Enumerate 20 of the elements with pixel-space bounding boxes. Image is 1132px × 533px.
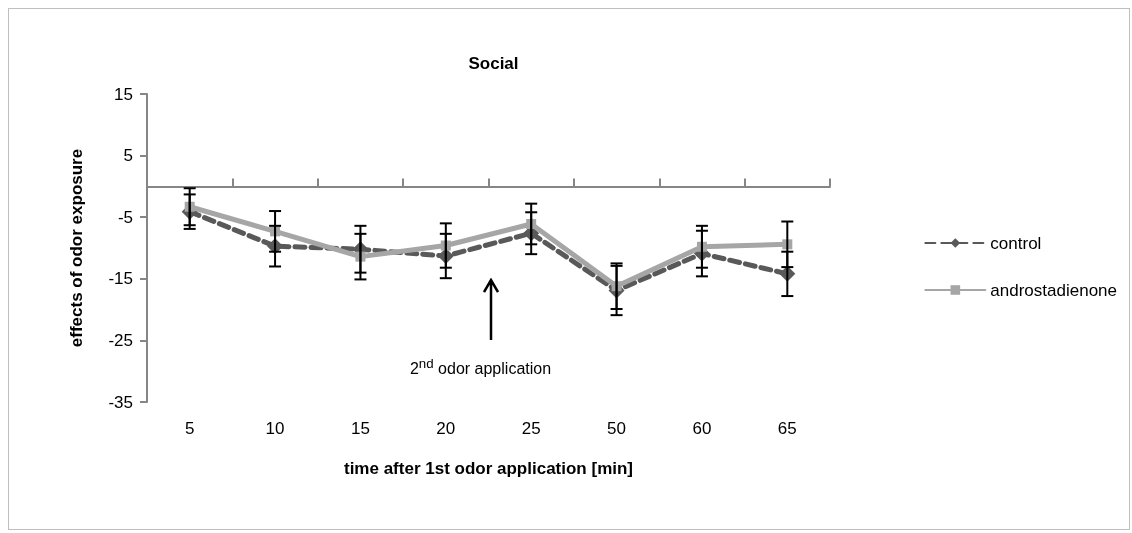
y-tick-label: 5 [123,146,133,166]
legend-label: androstadienone [990,280,1118,300]
x-tick-label: 50 [607,419,627,438]
y-tick-label: -25 [108,330,133,350]
x-axis-title: time after 1st odor application [min] [343,459,634,478]
y-axis-title: effects of odor exposure [67,148,86,348]
y-tick-label: -5 [117,207,133,227]
chart-title: Social [468,54,519,73]
x-tick-label: 10 [265,419,285,438]
x-tick-label: 60 [692,419,712,438]
y-tick-label: 15 [114,84,133,104]
y-tick-label: -35 [108,392,133,412]
x-tick-label: 15 [350,419,370,438]
annotation: 2$^{nd}$ odor application [409,355,552,379]
x-tick-label: 5 [184,419,195,438]
x-tick-label: 65 [777,419,797,438]
x-tick-label: 20 [436,419,456,438]
legend-label: control [990,233,1042,253]
y-tick-label: -15 [108,269,133,289]
x-tick-label: 25 [521,419,541,438]
